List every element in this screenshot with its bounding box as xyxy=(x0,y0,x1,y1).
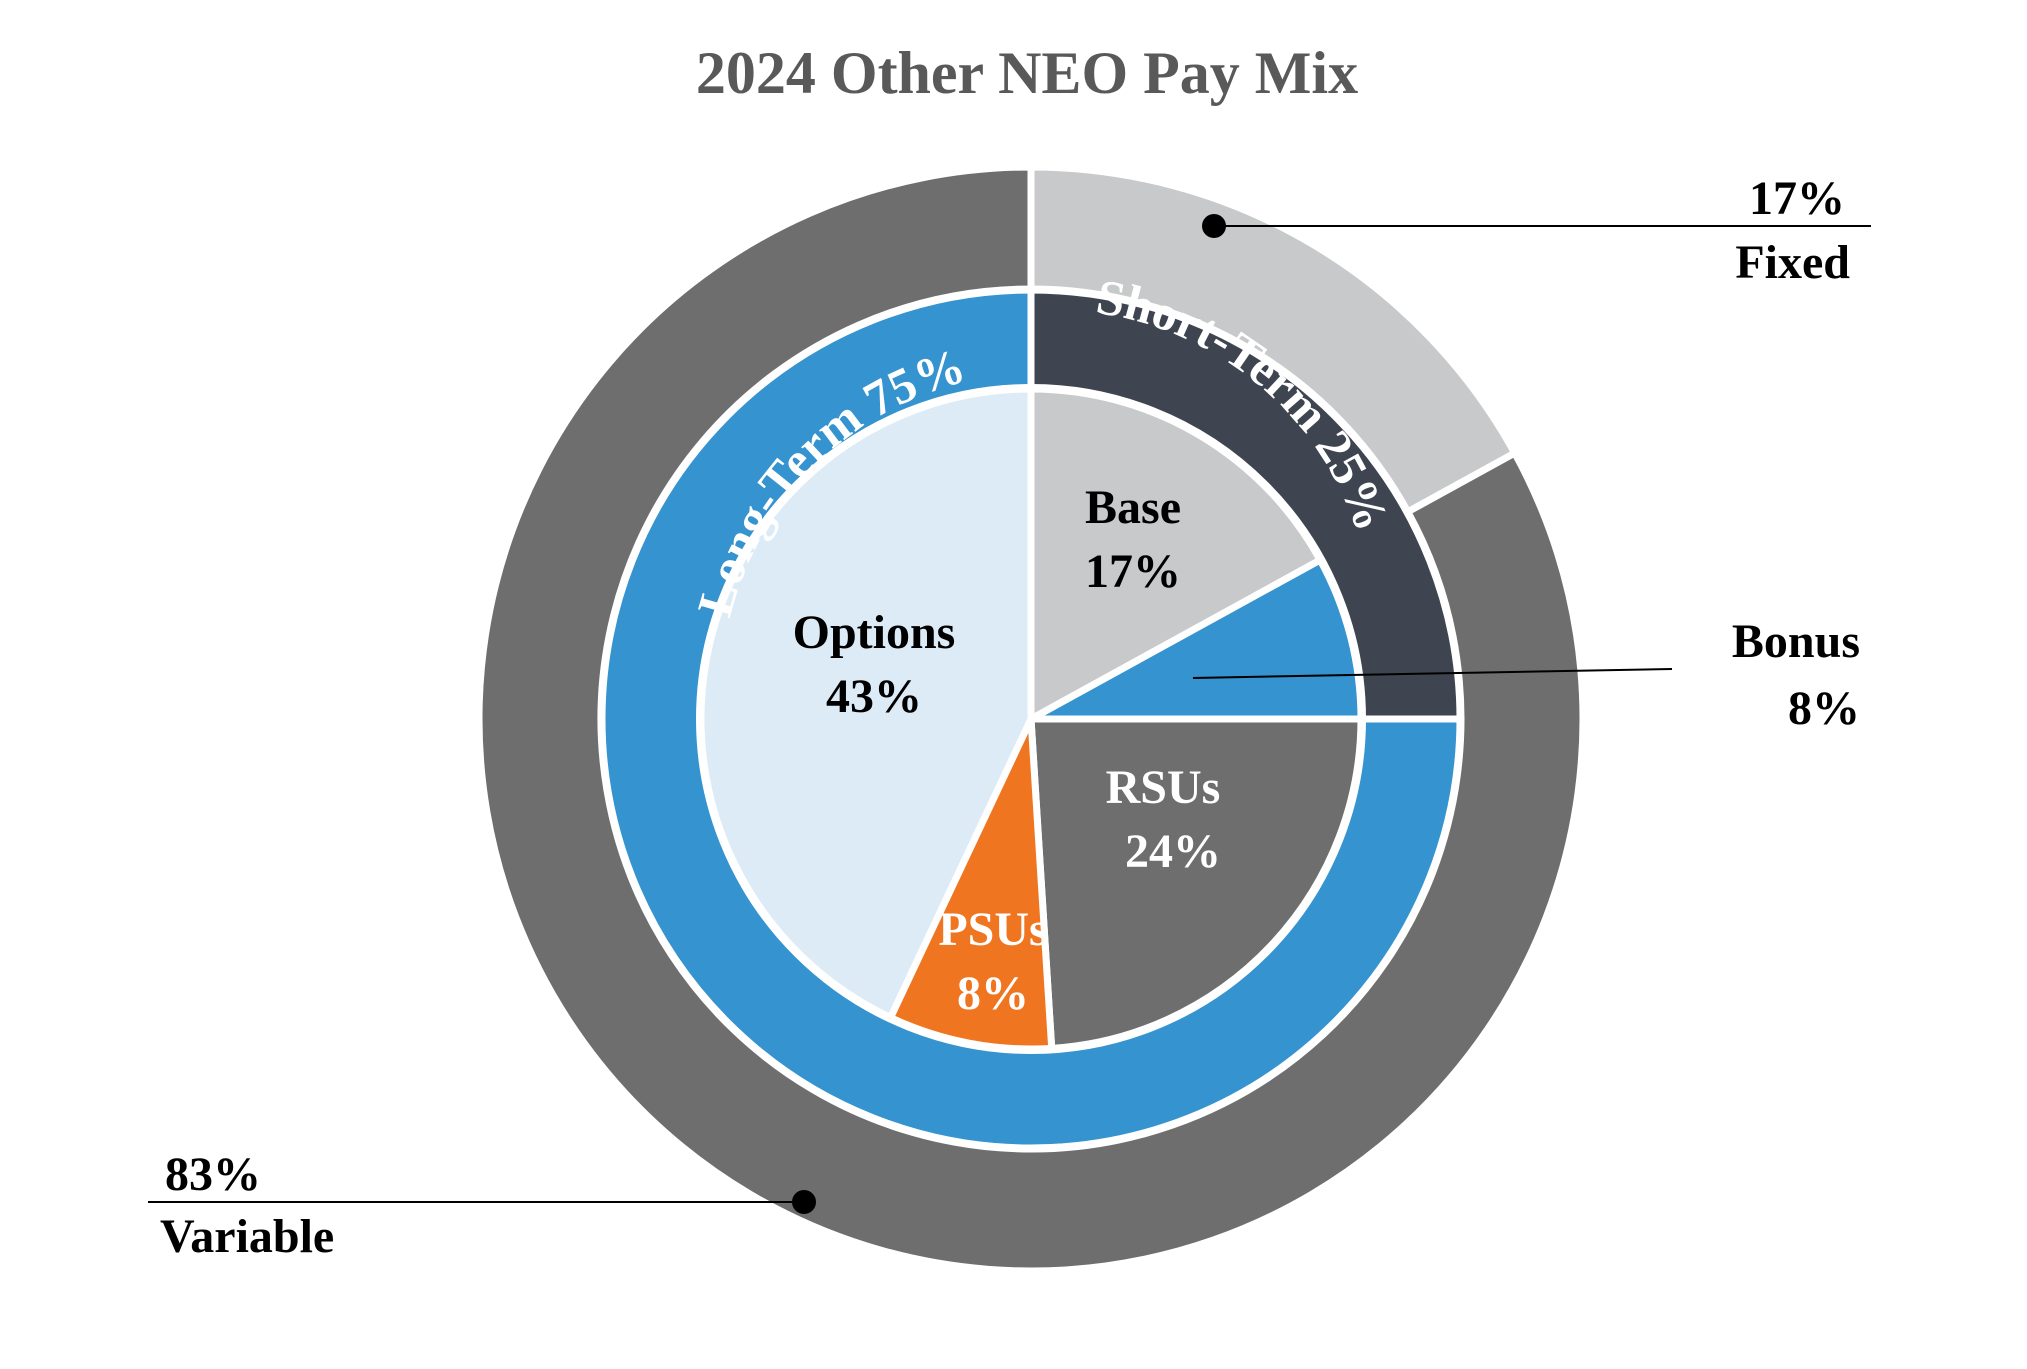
rings xyxy=(475,163,1587,1275)
label-rsus-value: 24% xyxy=(1125,825,1221,878)
label-bonus: Bonus xyxy=(1732,615,1860,668)
label-bonus-value: 8% xyxy=(1788,682,1860,735)
callout-dot-fixed xyxy=(1202,214,1226,238)
callout-dot-variable xyxy=(792,1190,816,1214)
label-options-value: 43% xyxy=(826,670,922,723)
label-fixed: Fixed xyxy=(1735,236,1850,289)
ring-separator-outer xyxy=(598,286,1464,1152)
label-base: Base xyxy=(1085,481,1181,534)
label-options: Options xyxy=(793,606,956,659)
label-psus: PSUs xyxy=(938,903,1047,956)
label-variable-value: 83% xyxy=(165,1148,261,1201)
label-fixed-value: 17% xyxy=(1749,172,1845,225)
chart-title: 2024 Other NEO Pay Mix xyxy=(696,40,1358,106)
callout-line-bonus xyxy=(1192,668,1673,679)
label-base-value: 17% xyxy=(1085,545,1181,598)
label-variable: Variable xyxy=(160,1210,334,1263)
label-rsus: RSUs xyxy=(1106,761,1221,814)
label-psus-value: 8% xyxy=(957,967,1029,1020)
ring-separator xyxy=(696,384,1366,1054)
